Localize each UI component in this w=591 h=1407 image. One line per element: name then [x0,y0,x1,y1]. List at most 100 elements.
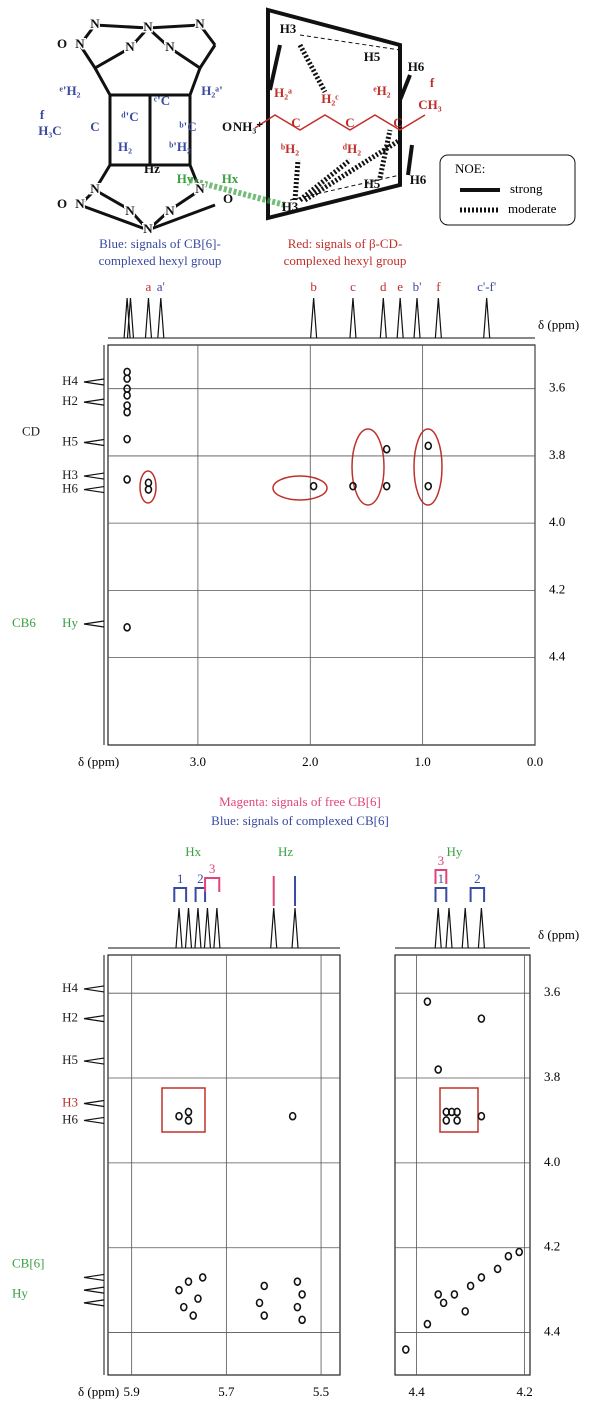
y-tick-label: 3.8 [544,1069,560,1084]
spectrum-peak [126,297,135,339]
legend-line: Magenta: signals of free CB[6] [219,794,381,809]
bracket-label: 1 [438,871,445,886]
spectrum-peak [477,907,485,949]
cb6-label: ᵇ'C [179,119,196,134]
cd-label: H₂ᶜ [321,91,339,106]
legend-line: Blue: signals of complexed CB[6] [211,813,389,828]
cross-peak [466,1281,475,1291]
spectrum-peak [461,907,469,949]
cb6-label: ᶜ'C [154,93,170,108]
spectrum-peak [194,907,202,949]
y-tick-label: 4.2 [544,1239,560,1254]
cb6-label: ᵉ'H₂ [60,83,81,98]
cross-peak [144,485,153,494]
cd-label: H₂ᵃ [274,85,292,100]
x-axis-label: δ (ppm) [78,1384,119,1399]
cd-label: H6 [410,172,427,187]
projection-peak [83,1273,105,1282]
caption-blue: Blue: signals of CB[6]- [99,236,221,251]
projection-peak [83,438,105,447]
caption-red: Red: signals of β-CD- [288,236,403,251]
atom-n: N [90,16,100,31]
projection-peak [83,472,105,480]
ammonium: NH₃⁺ [233,119,263,134]
cross-peak [184,1116,193,1125]
noe-strong: strong [510,181,543,196]
projection-label: H5 [62,1052,78,1067]
atom-n: N [125,203,135,218]
spectrum-peak [483,297,491,339]
atom-n: N [195,181,205,196]
cd-label: CH₃ [418,97,442,112]
projection-peak [83,1015,105,1023]
bracket [204,877,221,892]
bracket-label: 2 [474,871,481,886]
cross-peak [453,1116,461,1125]
spectrum-peak [413,297,421,339]
cross-peak [179,1302,188,1312]
cross-peak [453,1107,461,1117]
cross-peak [260,1281,269,1291]
projection-label: H2 [62,393,78,408]
bracket-label: 3 [209,861,216,876]
cd-label: H5 [364,49,381,64]
bracket [469,887,486,902]
projection-label: H6 [62,481,78,496]
spectrum-peak [175,907,183,949]
cb6-label: H₂ᵃ' [201,83,222,98]
atom-n: N [143,19,153,34]
peak-label: a [146,279,152,294]
projection-peak [83,1286,105,1294]
plot-frame [394,954,531,1376]
projection-note: CD [22,423,40,438]
x-tick-label: 4.4 [408,1384,425,1399]
cross-peak [260,1311,269,1320]
cross-peak [442,1116,451,1125]
cross-peak [198,1273,207,1282]
projection-label: H2 [62,1010,78,1025]
cd-label: H3 [282,199,299,214]
cross-peak [477,1014,486,1023]
y-tick-label: 4.2 [549,581,565,596]
x-tick-label: 1.0 [415,754,431,769]
cross-peak [504,1251,513,1261]
cd-label: C [291,115,300,130]
cross-peak [434,1065,443,1074]
hy-label: Hy [177,171,194,186]
projection-peak [83,1057,105,1065]
projection-note: Hy [12,1285,28,1300]
cross-peak [434,1290,443,1299]
cross-peak [401,1345,410,1354]
cross-peak [194,1294,202,1303]
x-axis-label: δ (ppm) [78,754,119,769]
spectrum-peak [310,297,318,339]
y-tick-label: 3.6 [549,380,566,395]
spectrum-axis-label: δ (ppm) [538,317,579,332]
atom-o: O [223,191,233,206]
cb6-label: H₃C [38,123,61,138]
cb6-label: f [40,107,45,122]
cross-peak [298,1315,306,1325]
spectrum-axis-label: δ (ppm) [538,927,579,942]
cd-structure [254,7,426,221]
x-tick-label: 5.9 [124,1384,140,1399]
projection-peak [83,620,105,628]
cross-peak [349,481,357,491]
bracket [173,887,188,902]
x-tick-label: 2.0 [302,754,318,769]
cross-peak [123,475,131,484]
noe-moderate: moderate [508,201,557,216]
cd-label: H3 [280,21,297,36]
peak-label: f [436,279,441,294]
projection-label: Hy [62,615,78,630]
x-tick-label: 5.5 [313,1384,329,1399]
atom-o: O [222,119,232,134]
spectrum-peak [203,907,212,949]
cross-peak [288,1111,297,1121]
y-tick-label: 3.8 [549,447,565,462]
atom-n: N [75,36,85,51]
projection-note: CB6 [12,615,36,630]
cross-peak [477,1273,486,1282]
spectrum-peak [157,297,165,339]
cross-peak [293,1277,302,1286]
